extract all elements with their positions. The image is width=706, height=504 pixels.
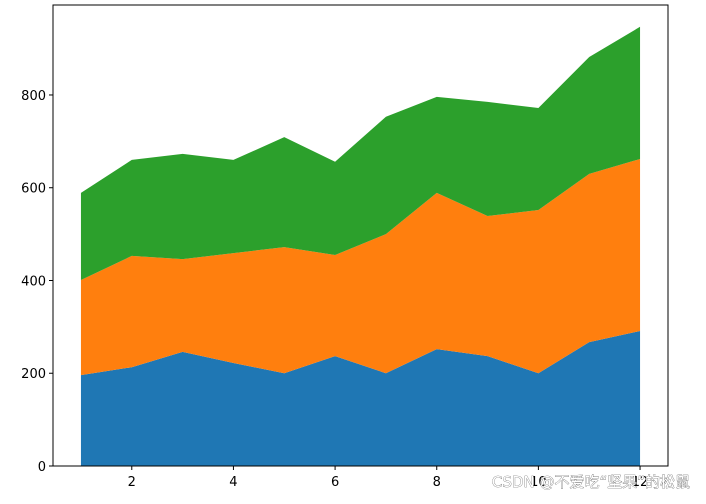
x-tick-label: 12 [632,475,649,490]
x-tick-label: 4 [229,475,237,490]
y-tick-label: 800 [21,89,46,104]
plot-frame [52,4,669,467]
y-tick-label: 600 [21,182,46,197]
y-tick-label: 0 [38,460,46,475]
y-tick-label: 200 [21,367,46,382]
x-tick-label: 2 [128,475,136,490]
area [80,26,641,281]
watermark: CSDN @不爱吃“坚果”的松鼠 [492,473,690,491]
x-tick-label: 10 [530,475,547,490]
area [80,331,641,466]
x-tick-label: 6 [331,475,339,490]
y-tick-label: 400 [21,274,46,289]
x-tick-label: 8 [433,475,441,490]
area [80,158,641,376]
